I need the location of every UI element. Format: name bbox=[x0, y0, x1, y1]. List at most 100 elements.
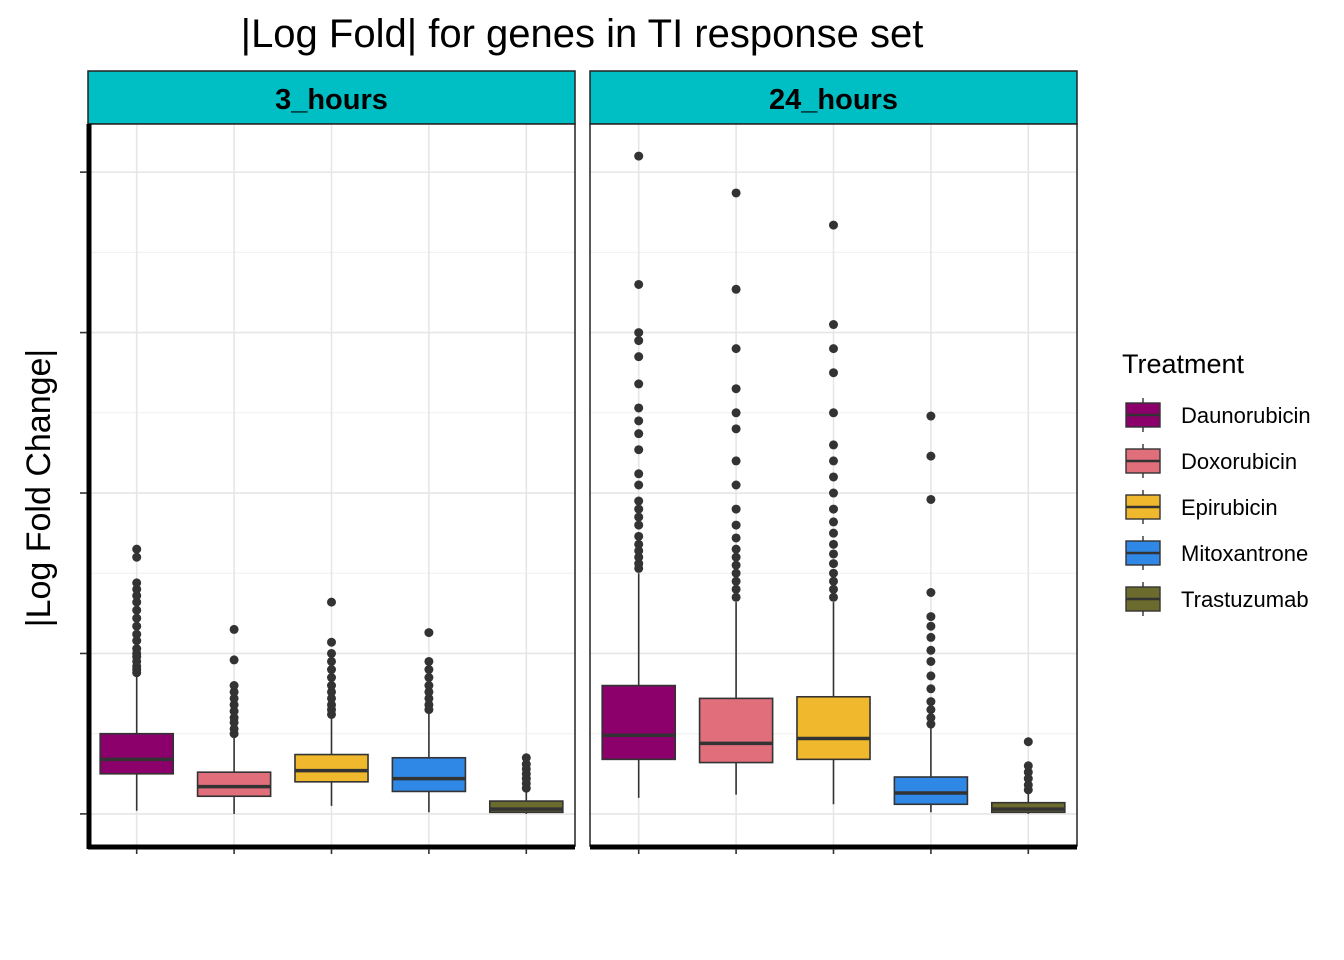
legend-label: Epirubicin bbox=[1181, 495, 1278, 520]
outlier-point bbox=[132, 578, 142, 588]
outlier-point bbox=[424, 673, 434, 683]
outlier-point bbox=[634, 328, 644, 338]
box-doxorubicin bbox=[698, 188, 774, 795]
outlier-point bbox=[731, 480, 741, 490]
outlier-point bbox=[132, 644, 142, 654]
box-mitoxantrone bbox=[893, 411, 969, 813]
facet-panel-24_hours: 24_hours bbox=[589, 70, 1078, 854]
outlier-point bbox=[327, 681, 336, 691]
legend-label: Doxorubicin bbox=[1181, 449, 1297, 474]
outlier-point bbox=[132, 613, 142, 623]
outlier-point bbox=[731, 456, 741, 466]
outlier-point bbox=[926, 719, 936, 729]
outlier-point bbox=[731, 592, 741, 602]
outlier-point bbox=[926, 621, 936, 631]
outlier-point bbox=[634, 279, 644, 289]
outlier-point bbox=[731, 424, 741, 434]
legend: Treatment Daunorubicin Doxorubicin Epirubi… bbox=[1122, 349, 1311, 616]
outlier-point bbox=[829, 568, 838, 578]
box-mitoxantrone bbox=[391, 628, 467, 813]
outlier-point bbox=[521, 753, 531, 763]
outlier-point bbox=[634, 445, 644, 455]
outlier-point bbox=[829, 559, 838, 569]
outlier-point bbox=[926, 697, 936, 707]
outlier-point bbox=[829, 456, 838, 466]
outlier-point bbox=[634, 469, 644, 479]
outlier-point bbox=[926, 451, 936, 461]
outlier-point bbox=[424, 665, 434, 675]
outlier-point bbox=[327, 665, 336, 675]
legend-item-doxorubicin: Doxorubicin bbox=[1125, 444, 1297, 478]
legend-title: Treatment bbox=[1122, 349, 1245, 379]
outlier-point bbox=[731, 560, 741, 570]
outlier-point bbox=[1023, 767, 1033, 777]
outlier-point bbox=[132, 544, 142, 554]
outlier-point bbox=[132, 591, 142, 601]
outlier-point bbox=[926, 671, 936, 681]
outlier-point bbox=[634, 504, 644, 514]
legend-label: Mitoxantrone bbox=[1181, 541, 1308, 566]
facet-strip bbox=[589, 70, 1078, 125]
outlier-point bbox=[731, 188, 741, 198]
outlier-point bbox=[634, 520, 644, 530]
outlier-point bbox=[132, 605, 142, 615]
outlier-point bbox=[229, 724, 239, 734]
outlier-point bbox=[634, 531, 644, 541]
outlier-point bbox=[731, 504, 741, 514]
outlier-point bbox=[926, 587, 936, 597]
outlier-point bbox=[327, 693, 336, 703]
outlier-point bbox=[424, 687, 434, 697]
outlier-point bbox=[634, 559, 644, 569]
legend-item-mitoxantrone: Mitoxantrone bbox=[1125, 536, 1308, 570]
box-trastuzumab bbox=[488, 753, 564, 814]
facet-strip-label: 24_hours bbox=[769, 84, 898, 116]
outlier-point bbox=[1023, 774, 1033, 784]
outlier-point bbox=[521, 759, 531, 769]
outlier-point bbox=[424, 681, 434, 691]
outlier-point bbox=[634, 379, 644, 389]
outlier-point bbox=[731, 520, 741, 530]
facet-panel-3_hours: 3_hours bbox=[80, 70, 576, 854]
outlier-point bbox=[132, 584, 142, 594]
outlier-point bbox=[926, 656, 936, 666]
outlier-point bbox=[229, 655, 239, 665]
outlier-point bbox=[424, 628, 434, 638]
outlier-point bbox=[926, 494, 936, 504]
outlier-point bbox=[731, 384, 741, 394]
outlier-point bbox=[731, 344, 741, 354]
facet-panels: 3_hours 24_hours bbox=[80, 70, 1078, 854]
outlier-point bbox=[634, 480, 644, 490]
legend-item-daunorubicin: Daunorubicin bbox=[1125, 398, 1311, 432]
outlier-point bbox=[926, 612, 936, 622]
chart-title: |Log Fold| for genes in TI response set bbox=[241, 12, 924, 56]
outlier-point bbox=[229, 706, 239, 716]
box-daunorubicin bbox=[99, 544, 175, 811]
legend-item-epirubicin: Epirubicin bbox=[1125, 490, 1278, 524]
outlier-point bbox=[829, 549, 838, 559]
outlier-point bbox=[829, 220, 838, 230]
box-body bbox=[601, 684, 677, 761]
legend-label: Daunorubicin bbox=[1181, 403, 1311, 428]
outlier-point bbox=[424, 700, 434, 710]
outlier-point bbox=[829, 472, 838, 482]
outlier-point bbox=[829, 408, 838, 418]
outlier-point bbox=[634, 552, 644, 562]
box-body bbox=[698, 697, 774, 764]
outlier-point bbox=[731, 552, 741, 562]
outlier-point bbox=[327, 673, 336, 683]
outlier-point bbox=[829, 440, 838, 450]
outlier-point bbox=[731, 533, 741, 543]
outlier-point bbox=[634, 416, 644, 426]
outlier-point bbox=[132, 552, 142, 562]
outlier-point bbox=[926, 645, 936, 655]
outlier-point bbox=[634, 429, 644, 439]
outlier-point bbox=[634, 403, 644, 413]
outlier-point bbox=[229, 687, 239, 697]
box-body bbox=[294, 753, 369, 783]
outlier-point bbox=[1023, 761, 1033, 771]
outlier-point bbox=[634, 496, 644, 506]
outlier-point bbox=[926, 705, 936, 715]
outlier-point bbox=[229, 681, 239, 691]
facet-strip bbox=[87, 70, 576, 125]
